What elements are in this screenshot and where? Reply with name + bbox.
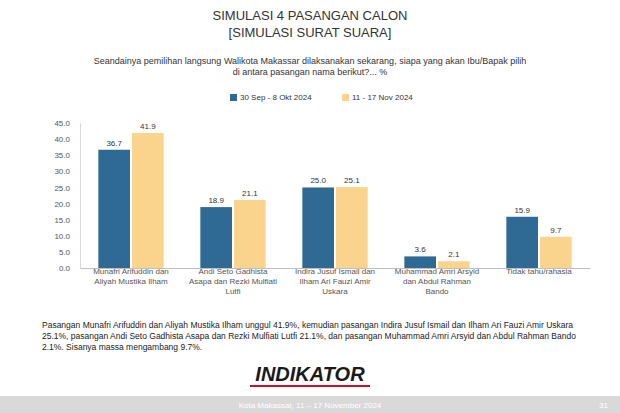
bar xyxy=(302,187,334,268)
data-label: 21.1 xyxy=(242,189,258,198)
question: Seandainya pemilihan langsung Walikota M… xyxy=(94,56,526,77)
logo-underline xyxy=(250,385,370,387)
text-line: Andi Seto Gadhista xyxy=(199,267,268,276)
x-tick: Indira Jusuf Ismail danIlham Ari Fauzi A… xyxy=(295,267,375,296)
legend-item: 11 - 17 Nov 2024 xyxy=(342,93,413,102)
y-tick: 40.0 xyxy=(54,135,80,144)
text-line: Munafri Arifuddin dan xyxy=(93,267,169,276)
page-number: 31 xyxy=(599,401,608,410)
y-tick-label: 35.0 xyxy=(54,151,70,160)
subtitle: [SIMULASI SURAT SUARA] xyxy=(229,25,392,40)
data-label: 18.9 xyxy=(208,196,224,205)
data-label: 2.1 xyxy=(448,250,460,259)
bar xyxy=(98,150,130,268)
y-tick: 0.0 xyxy=(59,264,80,273)
text-line: Muhammad Amri Arsyid xyxy=(395,267,479,276)
y-axis-line xyxy=(80,124,81,269)
legend: 30 Sep - 8 Okt 2024 11 - 17 Nov 2024 xyxy=(230,93,413,102)
data-label: 41.9 xyxy=(140,122,156,131)
legend-label: 30 Sep - 8 Okt 2024 xyxy=(240,93,312,102)
y-tick: 25.0 xyxy=(54,184,80,193)
text-line: di antara pasangan nama berikut?... % xyxy=(233,67,388,77)
y-tick: 5.0 xyxy=(59,248,80,257)
y-tick: 20.0 xyxy=(54,200,80,209)
chart: SIMULASI 4 PASANGAN CALON [SIMULASI SURAT… xyxy=(0,0,620,413)
x-tick-label: Andi Seto GadhistaAsapa dan Rezki Mulfia… xyxy=(189,267,277,296)
y-tick-label: 5.0 xyxy=(59,248,71,257)
y-tick-label: 0.0 xyxy=(59,264,71,273)
text-line: Indira Jusuf Ismail dan xyxy=(295,267,375,276)
y-tick: 45.0 xyxy=(54,119,80,128)
text-line: Asapa dan Rezki Mulfiati xyxy=(189,277,277,286)
text-line: Aliyah Mustika Ilham xyxy=(94,277,168,286)
text-line: Seandainya pemilihan langsung Walikota M… xyxy=(94,56,526,66)
y-tick: 15.0 xyxy=(54,216,80,225)
y-tick-label: 25.0 xyxy=(54,184,70,193)
text-line: Pasangan Munafri Arifuddin dan Aliyah Mu… xyxy=(42,320,573,330)
text-line: 2.1%. Sisanya massa mengambang 9.7%. xyxy=(42,342,202,352)
footer-text: Kota Makassar, 11 – 17 November 2024 xyxy=(239,401,382,410)
text-line: Uskara xyxy=(322,287,348,296)
y-tick: 10.0 xyxy=(54,232,80,241)
y-tick-label: 40.0 xyxy=(54,135,70,144)
summary: Pasangan Munafri Arifuddin dan Aliyah Mu… xyxy=(42,320,576,352)
data-label: 25.1 xyxy=(344,176,360,185)
legend-swatch xyxy=(342,94,349,101)
x-tick-label: Muhammad Amri Arsyiddan Abdul RahmanBand… xyxy=(395,267,479,296)
legend-label: 11 - 17 Nov 2024 xyxy=(352,93,413,102)
data-label: 15.9 xyxy=(514,206,530,215)
y-tick: 30.0 xyxy=(54,167,80,176)
y-tick-label: 15.0 xyxy=(54,216,70,225)
text-line: 25.1%, pasangan Andi Seto Gadhista Asapa… xyxy=(42,331,576,341)
data-label: 36.7 xyxy=(106,139,122,148)
text-line: dan Abdul Rahman xyxy=(403,277,471,286)
y-tick-label: 10.0 xyxy=(54,232,70,241)
y-tick-label: 20.0 xyxy=(54,200,70,209)
x-tick-label: Indira Jusuf Ismail danIlham Ari Fauzi A… xyxy=(295,267,375,296)
y-axis: 0.0 5.0 10.0 15.0 20.0 25.0 30.0 35.0 40.0 45.0 xyxy=(54,119,80,273)
footer-bar xyxy=(0,396,620,413)
bar xyxy=(506,217,538,268)
data-labels: 36.7 18.9 25.0 3.6 15.9 41.9 21.1 25.1 2.1 9.7 xyxy=(106,122,562,259)
bar xyxy=(540,237,572,268)
bar xyxy=(200,207,232,268)
text-line: Bando xyxy=(425,287,449,296)
legend-swatch xyxy=(230,94,237,101)
data-label: 3.6 xyxy=(415,245,427,254)
bar xyxy=(132,133,164,268)
bars xyxy=(98,133,571,268)
x-tick: Muhammad Amri Arsyiddan Abdul RahmanBand… xyxy=(395,267,479,296)
x-tick: Andi Seto GadhistaAsapa dan Rezki Mulfia… xyxy=(189,267,277,296)
bar xyxy=(336,187,368,268)
x-tick-label: Tidak tahu/rahasia xyxy=(506,267,572,276)
data-label: 9.7 xyxy=(550,226,562,235)
y-tick: 35.0 xyxy=(54,151,80,160)
legend-item: 30 Sep - 8 Okt 2024 xyxy=(230,93,312,102)
text-line: Tidak tahu/rahasia xyxy=(506,267,572,276)
logo: INDIKATOR xyxy=(255,363,365,385)
text-line: Ilham Ari Fauzi Amir xyxy=(299,277,370,286)
bar xyxy=(234,200,266,268)
x-tick: Munafri Arifuddin danAliyah Mustika Ilha… xyxy=(93,267,169,286)
data-label: 25.0 xyxy=(310,176,326,185)
text-line: Lutfi xyxy=(225,287,240,296)
title: SIMULASI 4 PASANGAN CALON xyxy=(213,8,408,23)
x-tick-label: Munafri Arifuddin danAliyah Mustika Ilha… xyxy=(93,267,169,286)
x-axis: Munafri Arifuddin danAliyah Mustika Ilha… xyxy=(81,267,591,296)
y-tick-label: 45.0 xyxy=(54,119,70,128)
y-tick-label: 30.0 xyxy=(54,167,70,176)
x-tick: Tidak tahu/rahasia xyxy=(506,267,572,276)
